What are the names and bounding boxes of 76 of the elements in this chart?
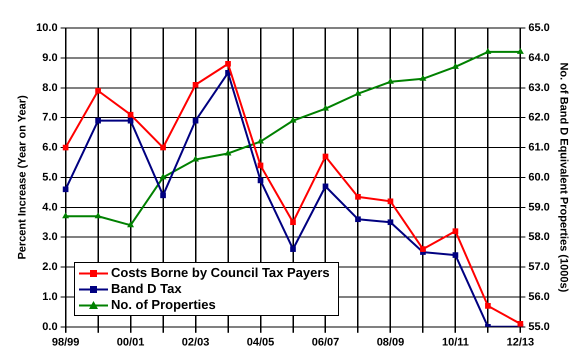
point — [322, 104, 329, 111]
point — [160, 173, 167, 180]
point — [62, 186, 68, 192]
y2-tick-label: 62.0 — [528, 112, 550, 124]
y-tick-label: 9.0 — [42, 52, 58, 64]
point — [128, 112, 134, 118]
point — [354, 90, 362, 96]
point — [452, 62, 459, 69]
y2-tick-label: 65.0 — [528, 22, 550, 34]
point — [322, 154, 328, 160]
y-tick-label: 3.0 — [42, 231, 58, 244]
x-tick-label: 08/09 — [376, 336, 404, 348]
point — [355, 216, 361, 222]
point — [95, 88, 101, 94]
y2-tick-label: 55.0 — [528, 320, 550, 333]
x-tick-label: 02/03 — [182, 336, 210, 348]
point — [290, 116, 296, 123]
point — [160, 144, 166, 150]
point — [160, 192, 166, 198]
y-tick-label: 1.0 — [42, 290, 58, 303]
y2-tick-label: 63.0 — [528, 82, 550, 94]
point — [95, 118, 101, 124]
y2-tick-label: 56.0 — [528, 290, 550, 303]
y-tick-label: 6.0 — [42, 142, 58, 154]
point — [94, 212, 102, 218]
x-tick-label: 00/01 — [116, 336, 144, 348]
point — [62, 212, 70, 218]
point — [452, 252, 458, 258]
x-tick-label: 10/11 — [442, 336, 469, 348]
y2-tick-label: 58.0 — [528, 231, 550, 244]
point — [386, 78, 394, 84]
y2-tick-label: 60.0 — [528, 171, 550, 184]
point — [225, 61, 231, 67]
y-tick-label: 2.0 — [42, 261, 58, 274]
point — [388, 198, 394, 204]
point — [485, 303, 491, 309]
point — [420, 246, 426, 252]
point — [516, 48, 524, 54]
y2-tick-label: 64.0 — [528, 52, 550, 64]
legend-label: Costs Borne by Council Tax Payers — [111, 265, 330, 280]
point — [322, 184, 328, 190]
y-tick-label: 8.0 — [42, 82, 58, 94]
legend-label: No. of Properties — [111, 297, 216, 312]
x-tick-label: 06/07 — [312, 336, 340, 348]
point — [355, 194, 361, 200]
legend-label: Band D Tax — [111, 281, 182, 296]
point — [62, 144, 68, 150]
y2-tick-label: 61.0 — [528, 142, 550, 154]
y-tick-label: 4.0 — [42, 201, 58, 214]
y-tick-label: 7.0 — [42, 112, 58, 124]
y-tick-label: 5.0 — [42, 171, 58, 184]
point — [224, 149, 232, 156]
y2-axis-title: No. of Band D Equivalent Properties (1000s) — [557, 62, 570, 293]
point — [192, 82, 198, 88]
point — [192, 155, 200, 162]
y2-tick-label: 57.0 — [528, 261, 550, 274]
point — [290, 219, 296, 226]
point — [128, 118, 134, 124]
y2-tick-label: 59.0 — [528, 201, 550, 214]
point — [192, 118, 198, 124]
point — [518, 320, 524, 327]
point — [419, 74, 426, 81]
point — [290, 246, 296, 252]
point — [258, 178, 264, 184]
y-tick-label: 10.0 — [36, 22, 58, 34]
x-tick-label: 12/13 — [506, 336, 534, 348]
x-tick-label: 98/99 — [52, 336, 80, 348]
point — [388, 219, 394, 226]
y-axis-title: Percent Increase (Year on Year) — [16, 94, 29, 260]
point — [484, 48, 492, 54]
x-tick-label: 04/05 — [246, 336, 274, 348]
point — [257, 138, 264, 144]
point — [258, 162, 264, 168]
point — [127, 221, 134, 228]
point — [452, 228, 458, 234]
y-tick-label: 0.0 — [42, 320, 58, 333]
